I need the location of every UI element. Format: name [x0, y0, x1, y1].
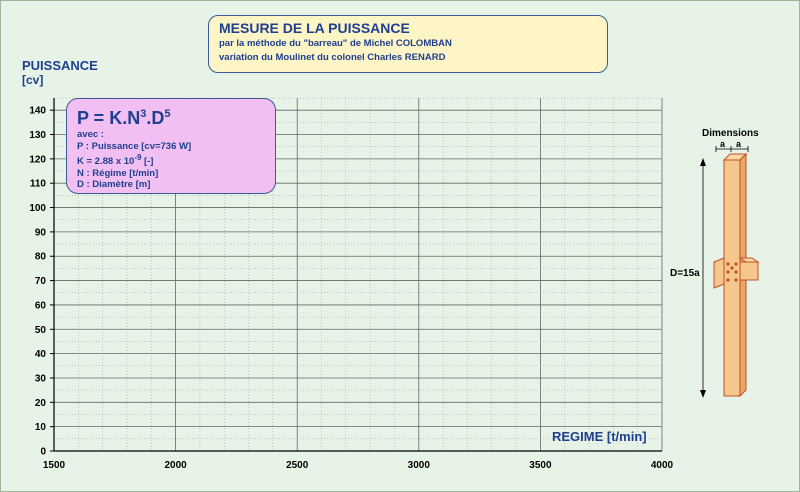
chart-title: MESURE DE LA PUISSANCE [219, 20, 410, 36]
formula-avec: avec : [77, 129, 104, 140]
y-tick-label: 0 [40, 447, 46, 458]
y-tick-label: 70 [35, 276, 47, 287]
y-axis-unit: [cv] [22, 73, 43, 87]
formula-line-p: P : Puissance [cv=736 W] [77, 140, 192, 152]
y-tick-label: 80 [35, 252, 47, 263]
y-tick-label: 30 [35, 373, 47, 384]
x-axis-label: REGIME [t/min] [552, 429, 647, 444]
formula-box: P = K.N3.D5 avec : P : Puissance [cv=736… [66, 98, 276, 194]
chart-subtitle-1: par la méthode du "barreau" de Michel CO… [219, 38, 452, 49]
y-tick-label: 20 [35, 398, 47, 409]
title-box: MESURE DE LA PUISSANCE par la méthode du… [208, 15, 608, 73]
formula: P = K.N3.D5 [77, 108, 171, 128]
y-tick-label: 100 [29, 203, 46, 214]
y-tick-label: 110 [30, 179, 47, 190]
y-ticks: 0 10 20 30 40 50 60 70 80 90 100 110 120 130 140 [29, 106, 54, 458]
y-axis-label: PUISSANCE [22, 58, 98, 73]
y-tick-label: 60 [35, 300, 47, 311]
y-tick-label: 140 [29, 106, 46, 117]
y-tick-label: 120 [29, 154, 46, 165]
dimension-height: D=15a [670, 268, 700, 279]
y-tick-label: 130 [29, 130, 46, 141]
x-tick-label: 4000 [651, 460, 674, 471]
y-tick-label: 10 [35, 422, 47, 433]
y-tick-label: 90 [35, 227, 47, 238]
formula-line-n: N : Régime [t/min] [77, 167, 159, 179]
x-tick-label: 1500 [43, 460, 66, 471]
dimension-a-left: a [720, 139, 726, 149]
y-tick-label: 50 [35, 325, 47, 336]
x-ticks: 1500 2000 2500 3000 3500 4000 [43, 460, 674, 471]
y-tick-label: 40 [35, 349, 47, 360]
dimensions-diagram: Dimensions a a D=15a [670, 128, 760, 398]
formula-line-k: K = 2.88 x 10-9 [-] [77, 153, 154, 168]
x-tick-label: 2000 [164, 460, 187, 471]
x-tick-label: 3000 [408, 460, 431, 471]
formula-line-d: D : Diamètre [m] [77, 179, 151, 191]
x-tick-label: 3500 [529, 460, 552, 471]
dimensions-title: Dimensions [702, 128, 759, 139]
dimension-a-right: a [736, 139, 742, 149]
x-tick-label: 2500 [286, 460, 309, 471]
axes [53, 98, 662, 452]
chart-subtitle-2: variation du Moulinet du colonel Charles… [219, 52, 446, 63]
